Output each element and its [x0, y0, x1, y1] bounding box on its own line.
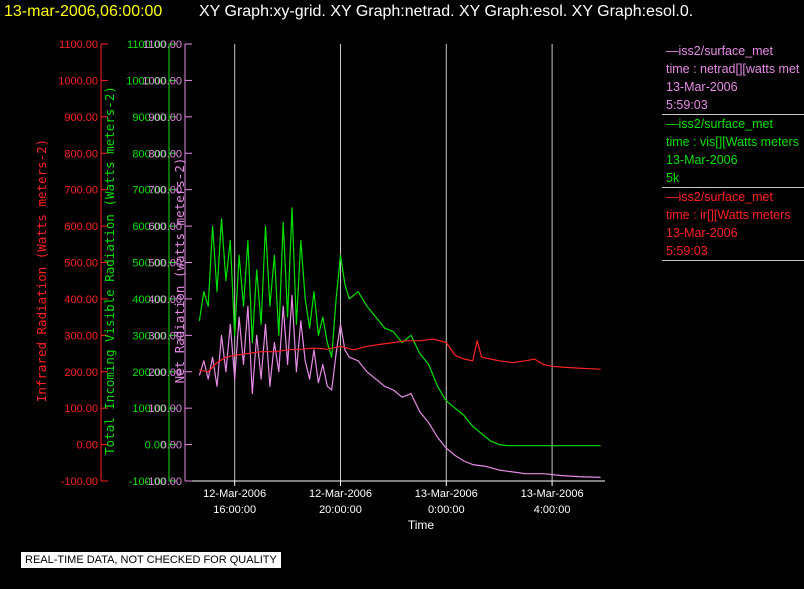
y-tick-label: 200.00: [148, 367, 182, 379]
y-tick-label: 900.00: [132, 112, 166, 124]
series-line-2: [199, 338, 601, 373]
x-tick-label-time: 4:00:00: [534, 504, 571, 516]
legend-series-time: 5:59:03: [666, 98, 708, 112]
y-tick-label: 900.00: [148, 112, 182, 124]
legend-series-desc: time : vis[][Watts meters: [666, 135, 799, 149]
y-tick-label: 100.00: [64, 403, 98, 415]
x-tick-label-date: 13-Mar-2006: [521, 488, 584, 500]
y-tick-label: 300.00: [148, 330, 182, 342]
x-tick-label-date: 13-Mar-2006: [415, 488, 478, 500]
x-tick-label-date: 12-Mar-2006: [203, 488, 266, 500]
legend-entry-netrad: —iss2/surface_met time : netrad[][watts …: [662, 42, 804, 115]
legend-series-desc: time : netrad[][watts met: [666, 62, 800, 76]
y-tick-label: 800.00: [64, 148, 98, 160]
series-line-0: [198, 207, 601, 447]
legend-series-desc: time : ir[][Watts meters: [666, 208, 791, 222]
y-tick-label: 500.00: [64, 258, 98, 270]
y-tick-label: 400.00: [64, 294, 98, 306]
y-tick-label: 1100.00: [127, 39, 166, 51]
title-bar: 13-mar-2006,06:00:00 XY Graph:xy-grid. X…: [0, 0, 804, 26]
y-tick-label: 1000.00: [126, 75, 166, 87]
x-tick-label-time: 0:00:00: [428, 504, 465, 516]
y-tick-label: 600.00: [148, 221, 182, 233]
y-tick-label: 600.00: [132, 221, 166, 233]
y-tick-label: -100.00: [129, 476, 166, 488]
x-tick-label-time: 20:00:00: [319, 504, 362, 516]
graph-list: XY Graph:xy-grid. XY Graph:netrad. XY Gr…: [199, 3, 694, 20]
y-tick-label: 0.00: [145, 440, 166, 452]
legend-entry-ir: —iss2/surface_met time : ir[][Watts mete…: [662, 188, 804, 261]
y-tick-label: 0.00: [161, 440, 182, 452]
y-tick-label: 100.00: [132, 403, 166, 415]
y-tick-label: 800.00: [148, 148, 182, 160]
y-tick-label: 200.00: [132, 367, 166, 379]
quality-notice: REAL-TIME DATA, NOT CHECKED FOR QUALITY: [20, 551, 282, 569]
legend-series-date: 13-Mar-2006: [666, 153, 738, 167]
y-tick-label: 500.00: [132, 258, 166, 270]
legend-series-name: —iss2/surface_met: [666, 44, 773, 58]
x-axis-label: Time: [408, 518, 435, 532]
y-tick-label: 100.00: [148, 403, 182, 415]
legend: —iss2/surface_met time : netrad[][watts …: [662, 42, 804, 261]
y-tick-label: 700.00: [148, 185, 182, 197]
y-axis-label: Total Incoming Visible Radiation (Watts …: [102, 86, 117, 455]
y-tick-label: 200.00: [64, 367, 98, 379]
legend-series-name: —iss2/surface_met: [666, 190, 773, 204]
y-tick-label: 1000.00: [142, 75, 182, 87]
y-tick-label: 600.00: [64, 221, 98, 233]
y-tick-label: 0.00: [77, 440, 98, 452]
legend-series-time: 5k: [666, 171, 680, 185]
y-tick-label: 400.00: [148, 294, 182, 306]
y-tick-label: 500.00: [148, 258, 182, 270]
y-tick-label: 400.00: [132, 294, 166, 306]
y-tick-label: 900.00: [64, 112, 98, 124]
legend-series-time: 5:59:03: [666, 244, 708, 258]
y-tick-label: 1100.00: [59, 39, 98, 51]
y-axis-label: Net Radiation (watts meters-2): [172, 158, 187, 384]
legend-series-date: 13-Mar-2006: [666, 80, 738, 94]
y-tick-label: 300.00: [64, 330, 98, 342]
series-line-1: [198, 294, 601, 478]
y-tick-label: 300.00: [132, 330, 166, 342]
y-axis-label: Infrared Radiation (Watts meters-2): [34, 139, 49, 402]
y-tick-label: 1000.00: [58, 75, 98, 87]
legend-series-name: —iss2/surface_met: [666, 117, 773, 131]
y-tick-label: -100.00: [61, 476, 98, 488]
y-tick-label: 700.00: [64, 185, 98, 197]
y-tick-label: -100.00: [145, 476, 182, 488]
timestamp: 13-mar-2006,06:00:00: [4, 3, 163, 20]
y-tick-label: 700.00: [132, 185, 166, 197]
x-tick-label-date: 12-Mar-2006: [309, 488, 372, 500]
legend-entry-vis: —iss2/surface_met time : vis[][Watts met…: [662, 115, 804, 188]
legend-series-date: 13-Mar-2006: [666, 226, 738, 240]
y-tick-label: 1100.00: [143, 39, 182, 51]
x-tick-label-time: 16:00:00: [213, 504, 256, 516]
y-tick-label: 800.00: [132, 148, 166, 160]
